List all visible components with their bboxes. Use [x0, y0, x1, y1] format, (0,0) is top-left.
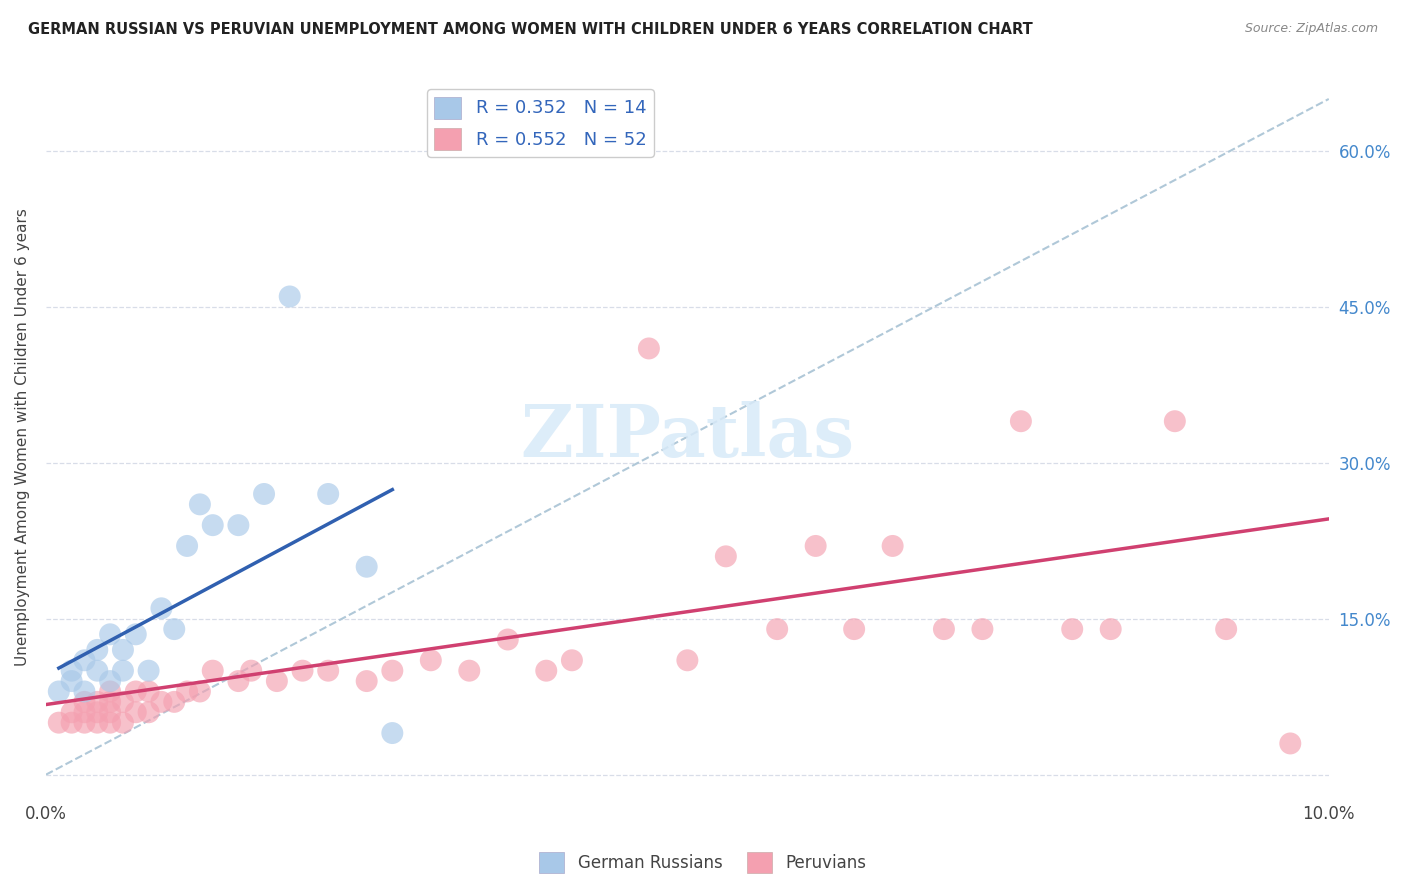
Point: [228, 518, 250, 533]
Point: [111, 664, 134, 678]
Point: [381, 726, 404, 740]
Point: [932, 622, 955, 636]
Legend: R = 0.352   N = 14, R = 0.552   N = 52: R = 0.352 N = 14, R = 0.552 N = 52: [427, 89, 654, 157]
Point: [842, 622, 865, 636]
Point: [316, 664, 339, 678]
Point: [48, 715, 70, 730]
Point: [138, 706, 160, 720]
Point: [111, 643, 134, 657]
Point: [458, 664, 481, 678]
Point: [60, 664, 83, 678]
Point: [73, 715, 96, 730]
Point: [86, 695, 108, 709]
Point: [804, 539, 827, 553]
Text: Source: ZipAtlas.com: Source: ZipAtlas.com: [1244, 22, 1378, 36]
Point: [316, 487, 339, 501]
Point: [291, 664, 314, 678]
Point: [86, 715, 108, 730]
Point: [1164, 414, 1187, 428]
Point: [638, 342, 661, 356]
Point: [561, 653, 583, 667]
Point: [599, 103, 621, 117]
Point: [60, 674, 83, 689]
Point: [766, 622, 789, 636]
Point: [972, 622, 994, 636]
Point: [138, 684, 160, 698]
Point: [73, 684, 96, 698]
Y-axis label: Unemployment Among Women with Children Under 6 years: Unemployment Among Women with Children U…: [15, 208, 30, 665]
Point: [356, 674, 378, 689]
Point: [1215, 622, 1237, 636]
Point: [676, 653, 699, 667]
Point: [163, 622, 186, 636]
Point: [48, 684, 70, 698]
Point: [86, 643, 108, 657]
Point: [882, 539, 904, 553]
Point: [111, 715, 134, 730]
Point: [266, 674, 288, 689]
Point: [98, 715, 121, 730]
Text: GERMAN RUSSIAN VS PERUVIAN UNEMPLOYMENT AMONG WOMEN WITH CHILDREN UNDER 6 YEARS : GERMAN RUSSIAN VS PERUVIAN UNEMPLOYMENT …: [28, 22, 1033, 37]
Point: [98, 627, 121, 641]
Point: [188, 497, 211, 511]
Point: [381, 664, 404, 678]
Point: [73, 706, 96, 720]
Point: [111, 695, 134, 709]
Point: [228, 674, 250, 689]
Point: [536, 664, 558, 678]
Point: [86, 664, 108, 678]
Point: [253, 487, 276, 501]
Legend: German Russians, Peruvians: German Russians, Peruvians: [533, 846, 873, 880]
Point: [60, 706, 83, 720]
Point: [98, 674, 121, 689]
Point: [73, 695, 96, 709]
Point: [714, 549, 737, 564]
Point: [98, 684, 121, 698]
Point: [1279, 736, 1302, 750]
Point: [201, 518, 224, 533]
Point: [419, 653, 441, 667]
Point: [163, 695, 186, 709]
Point: [356, 559, 378, 574]
Point: [176, 539, 198, 553]
Point: [60, 715, 83, 730]
Point: [278, 289, 301, 303]
Point: [150, 601, 173, 615]
Point: [125, 684, 148, 698]
Text: ZIPatlas: ZIPatlas: [520, 401, 855, 472]
Point: [86, 706, 108, 720]
Point: [201, 664, 224, 678]
Point: [138, 664, 160, 678]
Point: [1099, 622, 1122, 636]
Point: [98, 695, 121, 709]
Point: [98, 706, 121, 720]
Point: [125, 627, 148, 641]
Point: [240, 664, 263, 678]
Point: [188, 684, 211, 698]
Point: [125, 706, 148, 720]
Point: [1010, 414, 1032, 428]
Point: [176, 684, 198, 698]
Point: [150, 695, 173, 709]
Point: [73, 653, 96, 667]
Point: [496, 632, 519, 647]
Point: [1062, 622, 1084, 636]
